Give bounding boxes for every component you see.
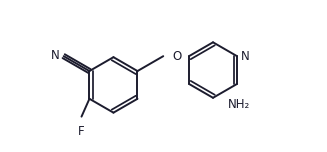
Text: O: O bbox=[172, 50, 182, 63]
Text: N: N bbox=[241, 50, 250, 63]
Text: N: N bbox=[51, 49, 60, 62]
Text: NH₂: NH₂ bbox=[228, 98, 250, 111]
Text: F: F bbox=[78, 124, 85, 138]
